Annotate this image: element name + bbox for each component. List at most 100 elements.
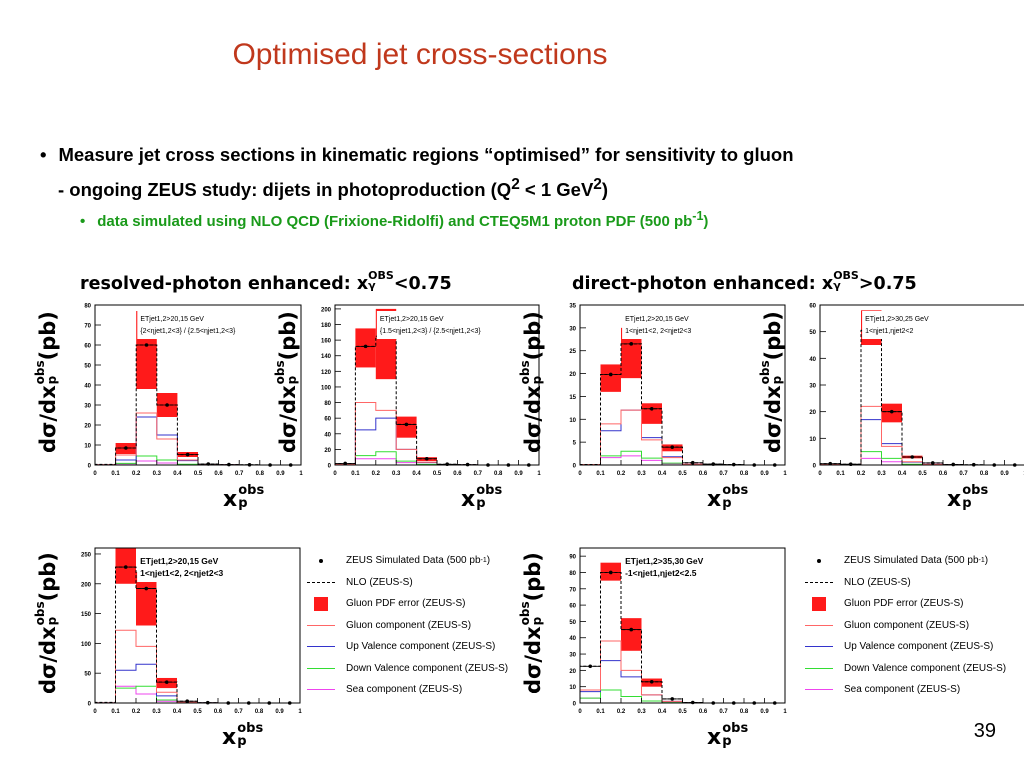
x-axis-title-sup: obs <box>238 483 265 498</box>
y-axis-title-main: dσ/dx <box>521 385 545 453</box>
x-axis-title-sub: p <box>722 496 732 511</box>
x-tick-label: 0.9 <box>514 471 523 477</box>
x-tick-label: 0 <box>93 471 97 477</box>
annotation-box: ETjet1,2>20,15 GeV {2<ηjet1,2<3} / {2.5<η… <box>137 311 256 339</box>
y-tick-label: 40 <box>569 636 576 642</box>
y-tick-label: 30 <box>84 404 91 410</box>
annotation-line: ETjet1,2>30,25 GeV <box>865 316 929 323</box>
x-tick-label: 0.4 <box>173 471 182 477</box>
x-tick-label: 0 <box>578 471 582 477</box>
data-point <box>425 456 429 461</box>
x-axis-title-main: x <box>222 725 237 750</box>
x-axis-title-sup: obs <box>962 483 989 498</box>
x-axis-title-sub: p <box>237 734 247 749</box>
legend-dot-symbol <box>817 558 821 563</box>
annotation-box: ETjet1,2>20,15 GeV 1<ηjet1<2, 2<ηjet2<3 <box>622 311 741 339</box>
x-axis-title-main: x <box>707 487 722 512</box>
annotation-box: ETjet1,2>30,25 GeV 1<ηjet1,ηjet2<2 <box>862 311 981 339</box>
x-tick-label: 0.8 <box>494 471 503 477</box>
x-tick-label: 0.5 <box>194 471 203 477</box>
annotation-box: ETjet1,2>35,30 GeV -1<ηjet1,ηjet2<2.5 <box>622 554 741 582</box>
y-tick-label: 20 <box>324 448 331 454</box>
data-point <box>123 565 128 569</box>
x-tick-label: 0.1 <box>836 471 845 477</box>
annotation-line: 1<ηjet1<2, 2<ηjet2<3 <box>140 568 223 578</box>
legend-symbol <box>306 662 336 674</box>
legend-line-symbol <box>805 667 833 669</box>
legend-item: ZEUS Simulated Data (500 pb -1) <box>306 550 508 572</box>
bullet-2-sup-b: 2 <box>593 176 602 193</box>
y-tick-label: 120 <box>321 370 332 376</box>
legend-item: Gluon PDF error (ZEUS-S) <box>804 593 1006 615</box>
y-tick-label: 0 <box>813 464 817 470</box>
x-tick-label: 0.5 <box>678 709 687 715</box>
x-tick-label: 0.8 <box>980 471 989 477</box>
y-tick-label: 50 <box>84 672 91 678</box>
x-axis-title: x obs p <box>707 484 748 512</box>
data-point <box>185 452 190 457</box>
legend-item: Sea component (ZEUS-S) <box>306 679 508 701</box>
y-tick-label: 20 <box>569 372 576 378</box>
y-tick-label: 60 <box>809 304 816 310</box>
legend-item: Down Valence component (ZEUS-S) <box>306 658 508 680</box>
y-tick-label: 30 <box>809 384 816 390</box>
y-tick-label: 15 <box>569 395 576 401</box>
up-valence-component-line <box>94 663 300 704</box>
y-tick-label: 10 <box>84 444 91 450</box>
legend-label: Up Valence component (ZEUS-S) <box>346 641 496 653</box>
y-axis-title-main: dσ/dx <box>761 385 785 453</box>
data-point <box>363 344 368 349</box>
x-tick-label: 0.5 <box>918 471 927 477</box>
annotation-line: {1.5<ηjet1,2<3} / {2.5<ηjet1,2<3} <box>380 328 481 335</box>
y-axis-title-main: dσ/dx <box>276 385 300 453</box>
x-tick-label: 1 <box>299 471 303 477</box>
annotation-background <box>137 311 256 339</box>
page-number: 39 <box>973 720 996 742</box>
y-tick-label: 200 <box>321 307 332 313</box>
x-tick-label: 0.6 <box>453 471 462 477</box>
y-axis-title: dσ/dx obs p (pb) <box>758 311 785 453</box>
y-axis-title: dσ/dx obs p (pb) <box>33 552 60 694</box>
x-axis-title: x obs p <box>222 722 263 750</box>
x-tick-label: 0.2 <box>132 471 141 477</box>
group-resolved-pre: resolved-photon enhanced: x <box>80 274 369 294</box>
annotation-background <box>622 554 741 582</box>
y-tick-label: 250 <box>81 552 92 558</box>
x-tick-label: 0 <box>818 471 822 477</box>
annotation-line: ETjet1,2>20,15 GeV <box>625 316 689 323</box>
y-tick-label: 5 <box>573 441 577 447</box>
x-axis-title-sub: p <box>238 496 248 511</box>
group-resolved-sup: OBS <box>368 269 394 282</box>
chart-panel-2: 0 20 40 60 80 100 120 140 160 180 200 0 0.1 0.2 0.3 0.4… <box>321 304 541 477</box>
legend-left-bottom: ZEUS Simulated Data (500 pb -1) NLO (ZEUS-… <box>306 550 508 701</box>
x-tick-label: 1 <box>537 471 541 477</box>
legend-label: Gluon PDF error (ZEUS-S) <box>844 598 964 610</box>
x-tick-label: 0.6 <box>939 471 948 477</box>
x-tick-label: 0.7 <box>235 471 244 477</box>
x-tick-label: 0.8 <box>255 709 264 715</box>
legend-symbol <box>306 619 336 631</box>
y-tick-label: 40 <box>84 384 91 390</box>
y-tick-label: 0 <box>328 464 332 470</box>
y-axis-title-main: dσ/dx <box>36 625 60 694</box>
legend-item: Gluon component (ZEUS-S) <box>804 615 1006 637</box>
x-tick-label: 1 <box>783 709 787 715</box>
y-axis-title-post: (pb) <box>761 311 785 361</box>
x-tick-label: 0.2 <box>617 471 626 477</box>
y-tick-label: 20 <box>809 410 816 416</box>
chart-panel-3: 0 5 10 15 20 25 30 35 0 0.1 0.2 0.3 0.4 0.5 0.6 0.7 0.8 0… <box>569 304 787 478</box>
annotation-line: ETjet1,2>35,30 GeV <box>625 556 704 566</box>
nlo-line <box>579 571 785 704</box>
y-tick-label: 80 <box>569 571 576 577</box>
x-tick-label: 0.2 <box>372 471 381 477</box>
y-tick-label: 50 <box>84 364 91 370</box>
x-tick-label: 0.4 <box>658 471 667 477</box>
x-axis-title: x obs p <box>947 483 989 512</box>
y-tick-label: 20 <box>569 669 576 675</box>
legend-item: ZEUS Simulated Data (500 pb -1) <box>804 550 1006 572</box>
x-tick-label: 0.2 <box>617 709 626 715</box>
y-tick-label: 40 <box>324 432 331 438</box>
y-axis-title-sub: p <box>285 375 299 385</box>
legend-symbol <box>804 555 834 567</box>
x-axis-title-main: x <box>461 487 476 512</box>
